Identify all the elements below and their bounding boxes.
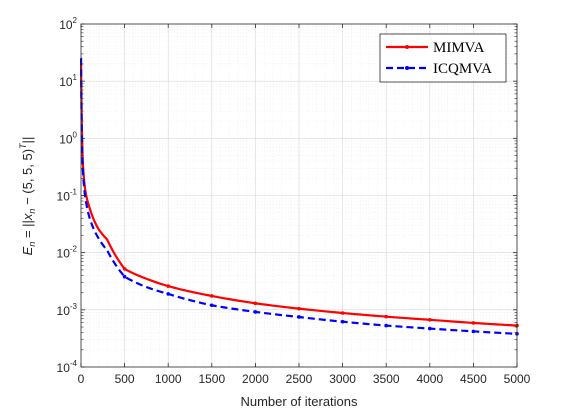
series-point-mimva: [297, 306, 301, 311]
y-tick-label: 101: [59, 73, 77, 89]
legend-box: [379, 33, 507, 83]
series-point-icqmva: [210, 303, 214, 308]
series-point-mimva: [210, 294, 214, 298]
series-point-mimva: [166, 284, 170, 288]
y-tick-label: 10-3: [57, 302, 78, 318]
x-tick-label: 0: [78, 372, 85, 386]
series-point-icqmva: [340, 319, 345, 324]
x-tick-label: 4000: [416, 372, 443, 386]
series-layer: [79, 57, 519, 336]
series-point-icqmva: [428, 326, 432, 331]
legend-label-icqmva: ICQMVA: [433, 61, 492, 77]
x-tick-label: 5000: [504, 372, 531, 386]
legend: MIMVA ICQMVA: [379, 33, 507, 83]
x-tick-label: 500: [115, 372, 135, 386]
x-axis-label: Number of iterations: [240, 394, 358, 409]
series-point-mimva: [471, 321, 476, 325]
series-point-icqmva: [253, 310, 258, 314]
y-tick-label: 102: [59, 16, 77, 32]
y-tick-label: 10-2: [57, 245, 78, 261]
series-point-mimva: [340, 311, 345, 315]
x-tick-label: 3000: [329, 372, 356, 386]
legend-label-mimva: MIMVA: [433, 40, 485, 56]
series-point-icqmva: [297, 315, 301, 319]
y-tick-label: 10-4: [57, 359, 78, 375]
series-point-mimva: [384, 314, 389, 319]
x-tick-label: 4500: [460, 372, 487, 386]
axis-ticks: 0 500 1000 1500 2000 2500 3000 3500 4000 4500 5000…: [57, 16, 531, 386]
x-tick-label: 3500: [373, 372, 400, 386]
series-point-mimva: [122, 267, 127, 271]
x-tick-label: 1500: [198, 372, 225, 386]
y-tick-label: 10-1: [57, 188, 78, 204]
y-tick-label: 100: [59, 130, 77, 146]
series-point-icqmva: [471, 329, 476, 334]
series-point-mimva: [428, 317, 432, 322]
series-point-icqmva: [122, 274, 127, 279]
series-point-icqmva: [384, 323, 389, 328]
legend-marker-icqmva: [405, 66, 409, 70]
series-point-icqmva: [166, 292, 170, 296]
series-point-mimva: [253, 301, 258, 306]
y-axis-label: En = ||xn − (5, 5, 5)T||: [18, 137, 37, 256]
x-tick-label: 2500: [286, 372, 313, 386]
x-tick-label: 2000: [242, 372, 269, 386]
legend-marker-mimva: [405, 45, 409, 49]
x-tick-label: 1000: [155, 372, 182, 386]
